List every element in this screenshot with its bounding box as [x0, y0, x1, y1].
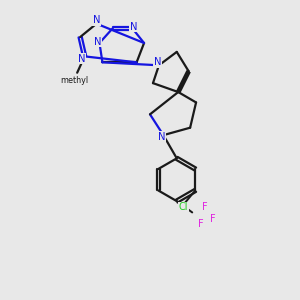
Text: F: F: [210, 214, 216, 224]
Text: N: N: [94, 37, 102, 46]
Text: N: N: [154, 57, 161, 67]
Text: N: N: [93, 15, 100, 25]
Text: N: N: [158, 132, 166, 142]
Text: methyl: methyl: [61, 76, 89, 85]
Text: F: F: [198, 219, 204, 229]
Text: N: N: [130, 22, 137, 32]
Text: F: F: [202, 202, 208, 212]
Text: N: N: [79, 54, 86, 64]
Text: Cl: Cl: [178, 202, 188, 212]
